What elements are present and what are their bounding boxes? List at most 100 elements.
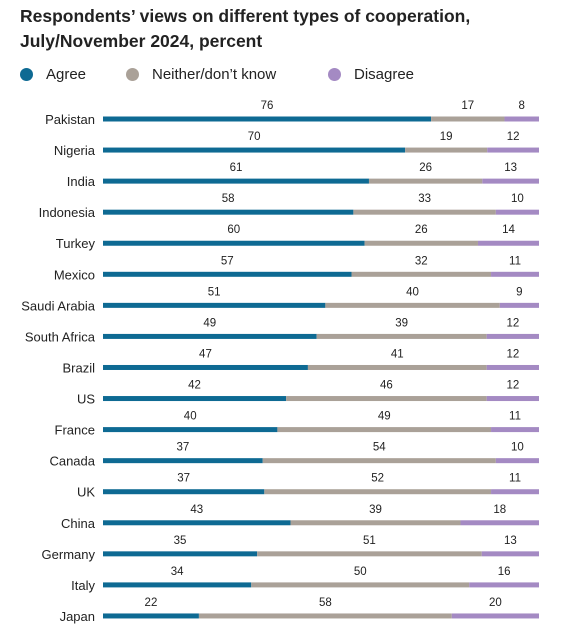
category-label-turkey: Turkey — [56, 236, 96, 251]
value-label-neither-nigeria: 19 — [440, 131, 453, 143]
value-label-neither-brazil: 41 — [391, 348, 404, 360]
bar-disagree-mexico — [491, 271, 539, 277]
bar-disagree-china — [460, 520, 539, 526]
bar-neither-italy — [251, 582, 470, 588]
bar-neither-indonesia — [353, 209, 496, 215]
bar-neither-uk — [264, 489, 492, 495]
bar-neither-india — [368, 178, 483, 184]
value-label-disagree-indonesia: 10 — [511, 193, 524, 205]
bar-agree-france — [103, 427, 278, 433]
bar-neither-mexico — [351, 271, 492, 277]
legend-item-agree: Agree — [20, 66, 86, 83]
value-label-agree-nigeria: 70 — [248, 131, 261, 143]
value-label-agree-brazil: 47 — [199, 348, 212, 360]
category-label-germany: Germany — [42, 547, 96, 562]
bar-neither-saudi-arabia — [325, 302, 500, 308]
value-label-neither-uk: 52 — [371, 473, 384, 485]
bar-agree-china — [103, 520, 291, 526]
bar-disagree-brazil — [486, 364, 539, 370]
value-label-disagree-saudi-arabia: 9 — [516, 286, 522, 298]
bar-agree-nigeria — [103, 147, 406, 153]
chart-legend: Agree Neither/don’t know Disagree — [20, 66, 580, 88]
bar-disagree-pakistan — [504, 116, 539, 122]
category-label-pakistan: Pakistan — [45, 112, 95, 127]
value-label-neither-south-africa: 39 — [395, 317, 408, 329]
bar-agree-saudi-arabia — [103, 302, 326, 308]
value-label-agree-indonesia: 58 — [222, 193, 235, 205]
bar-disagree-turkey — [477, 240, 539, 246]
value-label-disagree-brazil: 12 — [506, 348, 519, 360]
value-label-disagree-france: 11 — [509, 411, 521, 423]
bar-agree-brazil — [103, 364, 308, 370]
value-label-disagree-mexico: 11 — [509, 255, 521, 267]
value-label-neither-china: 39 — [369, 504, 382, 516]
bar-neither-nigeria — [405, 147, 488, 153]
bar-neither-pakistan — [431, 116, 505, 122]
value-label-neither-france: 49 — [378, 411, 391, 423]
value-label-agree-canada: 37 — [176, 442, 189, 454]
category-label-canada: Canada — [49, 454, 95, 469]
value-label-disagree-turkey: 14 — [502, 224, 515, 236]
bar-neither-japan — [198, 613, 452, 619]
bar-disagree-nigeria — [487, 147, 539, 153]
bar-agree-south-africa — [103, 333, 317, 339]
legend-label-disagree: Disagree — [354, 66, 415, 83]
bar-neither-germany — [257, 551, 482, 557]
value-label-agree-japan: 22 — [145, 597, 158, 609]
value-label-disagree-nigeria: 12 — [507, 131, 520, 143]
value-label-agree-france: 40 — [184, 411, 197, 423]
value-label-disagree-india: 13 — [504, 162, 517, 174]
bar-agree-canada — [103, 458, 263, 464]
value-label-neither-indonesia: 33 — [418, 193, 431, 205]
category-label-uk: UK — [77, 485, 95, 500]
bar-neither-china — [290, 520, 461, 526]
value-label-agree-us: 42 — [188, 380, 201, 392]
value-label-agree-pakistan: 76 — [261, 100, 274, 112]
bar-agree-germany — [103, 551, 258, 557]
chart-title-line-2: July/November 2024, percent — [20, 31, 263, 51]
value-label-disagree-italy: 16 — [498, 566, 511, 578]
bar-agree-mexico — [103, 271, 352, 277]
category-label-mexico: Mexico — [54, 267, 95, 282]
value-label-disagree-japan: 20 — [489, 597, 502, 609]
bar-agree-japan — [103, 613, 199, 619]
value-label-neither-saudi-arabia: 40 — [406, 286, 419, 298]
legend-item-disagree: Disagree — [328, 66, 414, 83]
value-label-disagree-germany: 13 — [504, 535, 517, 547]
bar-disagree-italy — [469, 582, 539, 588]
category-label-indonesia: Indonesia — [39, 205, 96, 220]
category-label-italy: Italy — [71, 578, 95, 593]
value-label-neither-turkey: 26 — [415, 224, 428, 236]
bar-agree-italy — [103, 582, 252, 588]
chart-title: Respondents’ views on different types of… — [20, 4, 580, 54]
bar-agree-pakistan — [103, 116, 432, 122]
value-label-neither-us: 46 — [380, 380, 393, 392]
bar-agree-indonesia — [103, 209, 354, 215]
value-label-disagree-pakistan: 8 — [519, 100, 525, 112]
category-label-south-africa: South Africa — [25, 329, 96, 344]
bar-disagree-india — [482, 178, 539, 184]
legend-item-neither: Neither/don’t know — [126, 66, 276, 83]
value-label-agree-germany: 35 — [174, 535, 187, 547]
category-label-india: India — [67, 174, 96, 189]
value-label-neither-pakistan: 17 — [461, 100, 474, 112]
bar-disagree-canada — [495, 458, 539, 464]
bar-disagree-france — [491, 427, 539, 433]
value-label-agree-mexico: 57 — [221, 255, 234, 267]
bar-neither-brazil — [307, 364, 487, 370]
category-label-france: France — [55, 423, 95, 438]
value-label-disagree-china: 18 — [493, 504, 506, 516]
legend-swatch-agree — [20, 68, 33, 81]
value-label-neither-mexico: 32 — [415, 255, 428, 267]
category-label-us: US — [77, 392, 95, 407]
bar-disagree-germany — [481, 551, 539, 557]
value-label-neither-germany: 51 — [363, 535, 376, 547]
bar-agree-us — [103, 396, 287, 402]
value-label-agree-uk: 37 — [177, 473, 190, 485]
value-label-disagree-us: 12 — [506, 380, 519, 392]
bar-agree-india — [103, 178, 369, 184]
bar-disagree-saudi-arabia — [499, 302, 539, 308]
bar-agree-turkey — [103, 240, 365, 246]
legend-label-agree: Agree — [46, 66, 87, 83]
value-label-agree-turkey: 60 — [227, 224, 240, 236]
